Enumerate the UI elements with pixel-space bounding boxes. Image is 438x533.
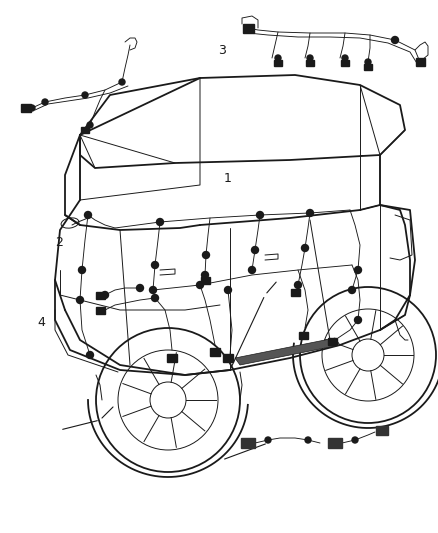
Circle shape — [119, 79, 125, 85]
Circle shape — [225, 287, 232, 294]
Circle shape — [197, 281, 204, 288]
Bar — [376, 425, 388, 434]
Circle shape — [102, 292, 109, 298]
Circle shape — [152, 262, 159, 269]
Circle shape — [342, 55, 348, 61]
Text: 3: 3 — [219, 44, 226, 57]
Circle shape — [257, 212, 264, 219]
Bar — [243, 23, 254, 33]
Text: 4: 4 — [38, 316, 46, 329]
Circle shape — [392, 36, 399, 44]
Bar — [95, 306, 105, 313]
Bar — [328, 438, 342, 448]
Bar — [201, 277, 209, 284]
Circle shape — [301, 245, 308, 252]
Bar — [223, 354, 233, 362]
Bar — [364, 64, 372, 70]
Bar — [416, 58, 424, 66]
Circle shape — [294, 281, 301, 288]
Circle shape — [354, 317, 361, 324]
Circle shape — [251, 246, 258, 254]
Bar — [210, 348, 220, 356]
Text: 1: 1 — [224, 172, 232, 185]
Circle shape — [29, 105, 35, 111]
Circle shape — [365, 59, 371, 65]
Circle shape — [305, 437, 311, 443]
Circle shape — [265, 437, 271, 443]
Circle shape — [202, 252, 209, 259]
Text: 2: 2 — [55, 236, 63, 249]
Circle shape — [201, 271, 208, 279]
Circle shape — [352, 437, 358, 443]
Bar — [328, 337, 336, 344]
Circle shape — [85, 212, 92, 219]
Bar — [21, 104, 31, 112]
Circle shape — [349, 287, 356, 294]
Circle shape — [137, 285, 144, 292]
Circle shape — [82, 92, 88, 98]
Circle shape — [307, 209, 314, 216]
Bar — [306, 60, 314, 66]
Circle shape — [78, 266, 85, 273]
Circle shape — [86, 351, 93, 359]
Bar — [290, 288, 300, 295]
Bar — [81, 127, 89, 133]
Bar — [241, 438, 255, 448]
Bar — [167, 354, 177, 362]
Circle shape — [156, 219, 163, 225]
Circle shape — [248, 266, 255, 273]
Circle shape — [77, 296, 84, 303]
Circle shape — [152, 295, 159, 302]
Polygon shape — [235, 338, 340, 365]
Circle shape — [354, 266, 361, 273]
Circle shape — [42, 99, 48, 105]
Circle shape — [275, 55, 281, 61]
Bar — [299, 332, 307, 338]
Bar — [341, 60, 349, 66]
Circle shape — [149, 287, 156, 294]
Bar — [95, 292, 105, 298]
Bar — [274, 60, 282, 66]
Circle shape — [307, 55, 313, 61]
Circle shape — [87, 122, 93, 128]
